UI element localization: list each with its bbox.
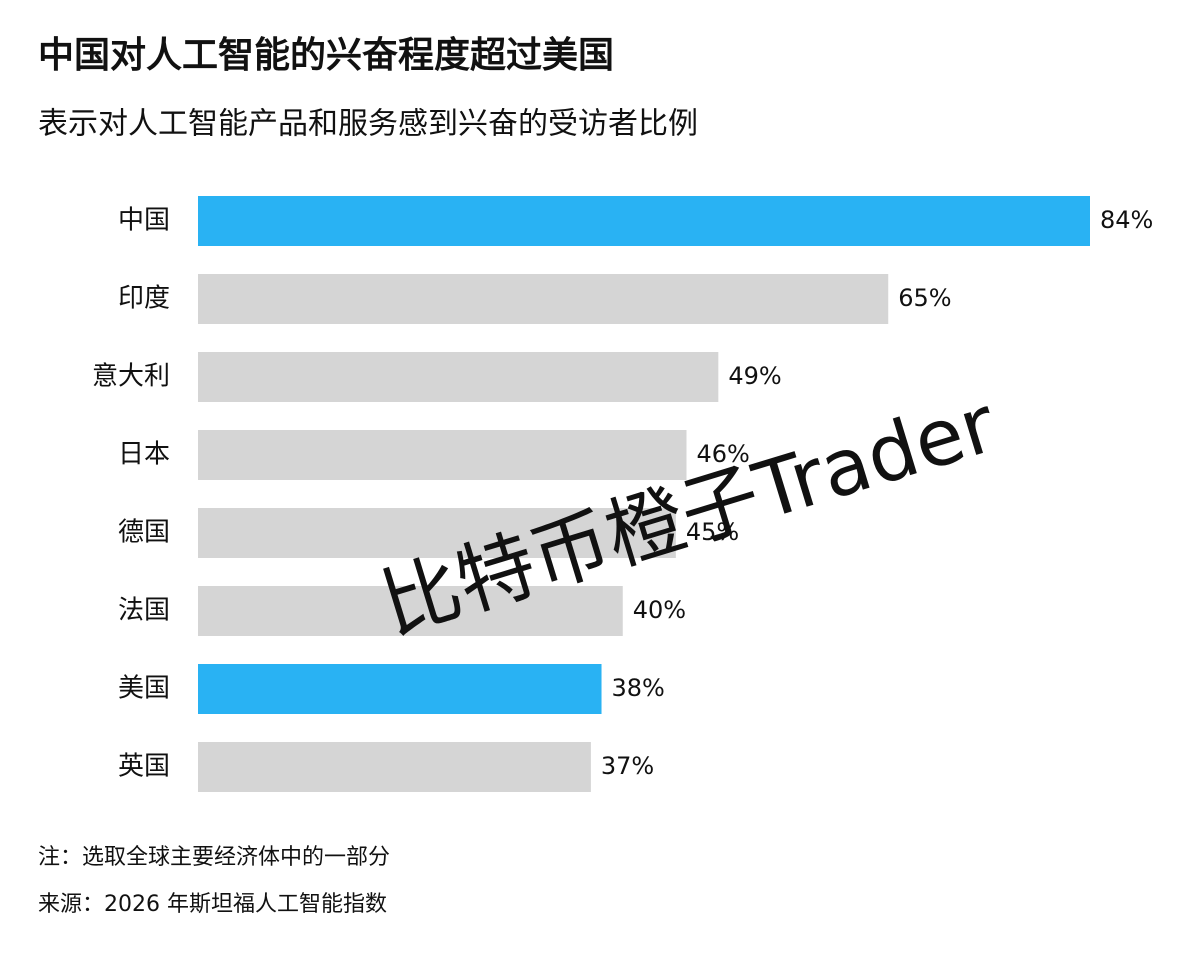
value-label: 45% [686,518,739,546]
value-label: 40% [633,596,686,624]
note: 注：选取全球主要经济体中的一部分 [38,845,390,870]
value-label: 37% [601,752,654,780]
bar [198,196,1090,246]
value-label: 46% [696,440,749,468]
category-label: 印度 [118,284,170,314]
category-label: 英国 [118,752,170,782]
value-label: 38% [612,674,665,702]
source: 来源：2026 年斯坦福人工智能指数 [38,892,387,917]
bar [198,430,687,480]
category-label: 日本 [118,440,170,470]
bar [198,274,889,324]
value-label: 65% [898,284,951,312]
category-label: 法国 [118,596,170,626]
value-label: 84% [1100,206,1153,234]
category-label: 美国 [118,674,170,704]
bar [198,352,719,402]
bar [198,508,676,558]
chart-subtitle: 表示对人工智能产品和服务感到兴奋的受访者比例 [38,107,698,142]
chart-title: 中国对人工智能的兴奋程度超过美国 [38,35,614,76]
category-label: 德国 [118,518,170,548]
category-label: 中国 [118,206,170,236]
bar [198,664,602,714]
bar [198,586,623,636]
category-label: 意大利 [92,362,170,392]
bar [198,742,591,792]
value-label: 49% [728,362,781,390]
